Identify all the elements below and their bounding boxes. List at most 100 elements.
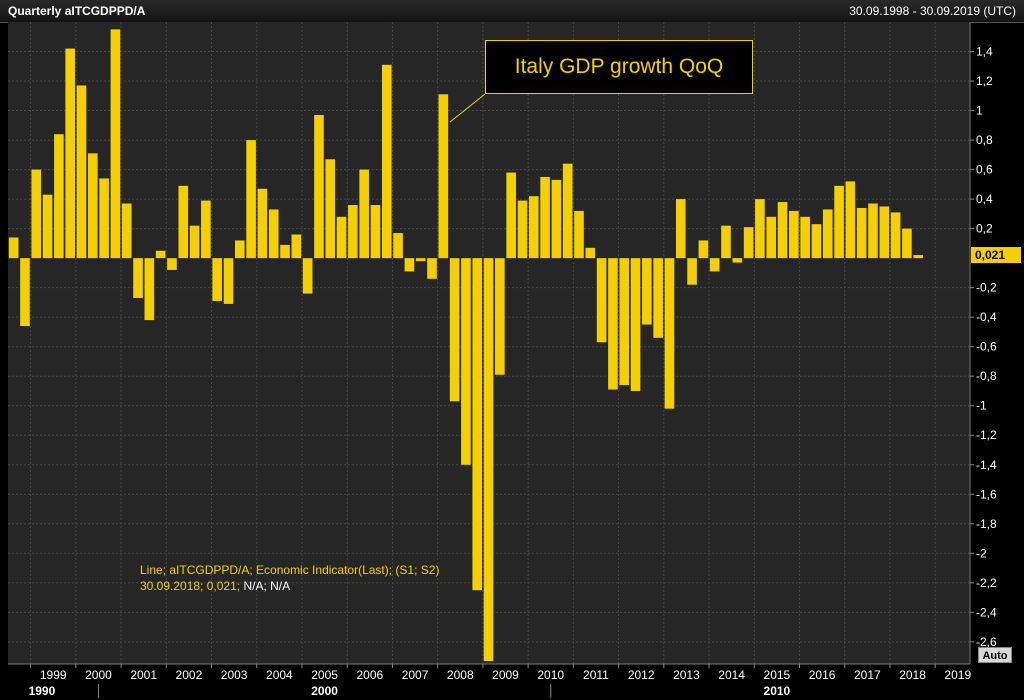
bar <box>834 185 844 259</box>
chart-annotation: Italy GDP growth QoQ <box>485 40 753 94</box>
bar <box>42 194 53 259</box>
bar <box>234 240 245 259</box>
bar <box>393 233 403 259</box>
bar <box>698 240 709 259</box>
x-tick-label: 1999 <box>40 668 67 682</box>
bar <box>585 247 596 259</box>
bar <box>359 169 369 259</box>
y-tick-label: 1 <box>976 104 983 118</box>
bar <box>755 199 765 259</box>
y-tick-label: 0,6 <box>976 163 993 177</box>
y-tick-label: -2,6 <box>976 635 997 649</box>
bar <box>268 209 279 259</box>
bar <box>483 258 494 662</box>
y-tick-label: 1,2 <box>976 74 993 88</box>
bar <box>608 258 618 390</box>
bar <box>789 210 799 259</box>
bar <box>87 153 98 259</box>
bar <box>201 200 211 259</box>
bar <box>845 181 856 259</box>
decade-label: 2010 <box>764 684 791 698</box>
bar <box>766 216 777 259</box>
bar <box>619 258 630 386</box>
bar <box>506 172 516 259</box>
bar <box>800 216 810 259</box>
bar <box>449 258 460 402</box>
bar <box>415 258 426 262</box>
bar <box>314 114 324 259</box>
bar <box>65 48 75 259</box>
bar <box>280 244 290 259</box>
bar <box>743 227 754 259</box>
bar <box>528 196 539 259</box>
y-tick-label: -1,8 <box>976 517 997 531</box>
bar <box>370 205 381 259</box>
bar <box>325 159 336 259</box>
y-tick-label: 0,4 <box>976 192 993 206</box>
x-tick-label: 2010 <box>537 668 564 682</box>
bar <box>223 258 234 304</box>
bar <box>291 234 302 259</box>
x-tick-label: 2002 <box>176 668 203 682</box>
bar-series <box>8 29 924 662</box>
series-legend: Line; aITCGDPPD/A; Economic Indicator(La… <box>140 562 439 594</box>
bar <box>348 205 358 259</box>
bar <box>811 224 822 259</box>
x-tick-label: 2013 <box>673 668 700 682</box>
legend-line-2: 30.09.2018; 0,021; N/A; N/A <box>140 578 439 594</box>
bar <box>675 199 686 259</box>
bar <box>99 178 109 259</box>
x-tick-label: 2014 <box>718 668 745 682</box>
bar-chart[interactable]: 1,4 1,2 1 0,8 0,6 0,4 0,2 -0,2 -0,4 -0,6 -0,8 -1 -1,… <box>0 22 1024 700</box>
bar <box>404 258 415 272</box>
x-axis-labels: 1999 2000 2001 2002 2003 2004 2005 2006 2007 2008… <box>30 664 971 682</box>
bar <box>438 94 449 259</box>
x-tick-label: 2006 <box>356 668 383 682</box>
x-tick-label: 2016 <box>809 668 836 682</box>
x-tick-label: 2007 <box>402 668 429 682</box>
bar <box>574 210 584 259</box>
y-tick-label: -2,2 <box>976 576 997 590</box>
bar <box>540 176 550 259</box>
y-tick-label: -1 <box>976 399 987 413</box>
x-tick-label: 2001 <box>130 668 157 682</box>
y-tick-label: -2,4 <box>976 605 997 619</box>
bar <box>110 29 121 259</box>
callout-leader-line <box>449 93 486 123</box>
bar <box>709 258 720 272</box>
bar <box>517 200 528 259</box>
bar <box>551 179 562 259</box>
last-value-label: 0,021 <box>975 248 1005 262</box>
bar <box>596 258 607 343</box>
bar <box>902 228 912 259</box>
decade-label: 1990 <box>29 684 56 698</box>
x-tick-label: 2004 <box>266 668 293 682</box>
auto-scale-button[interactable]: Auto <box>978 647 1012 663</box>
last-value-box <box>971 247 1021 264</box>
bar <box>121 203 132 259</box>
x-tick-label: 2012 <box>628 668 655 682</box>
bar <box>144 258 155 321</box>
bar <box>687 258 697 285</box>
y-tick-label: 0,8 <box>976 133 993 147</box>
bar <box>642 258 652 325</box>
bar <box>76 85 87 259</box>
bar <box>777 202 788 259</box>
legend-na: N/A; N/A <box>243 579 291 593</box>
x-tick-label: 2000 <box>85 668 112 682</box>
y-tick-label: -0,6 <box>976 340 997 354</box>
bar <box>336 216 347 259</box>
bar <box>8 237 19 259</box>
bar <box>461 258 471 465</box>
y-tick-label: -0,8 <box>976 369 997 383</box>
bar <box>879 206 890 259</box>
y-tick-label: -2 <box>976 546 987 560</box>
legend-line-1: Line; aITCGDPPD/A; Economic Indicator(La… <box>140 563 440 577</box>
bar <box>913 255 924 259</box>
y-tick-label: -0,2 <box>976 281 997 295</box>
bar <box>167 258 177 270</box>
bar <box>133 258 143 298</box>
bar <box>890 212 901 259</box>
y-tick-label: 0,2 <box>976 222 993 236</box>
x-tick-label: 2017 <box>854 668 881 682</box>
